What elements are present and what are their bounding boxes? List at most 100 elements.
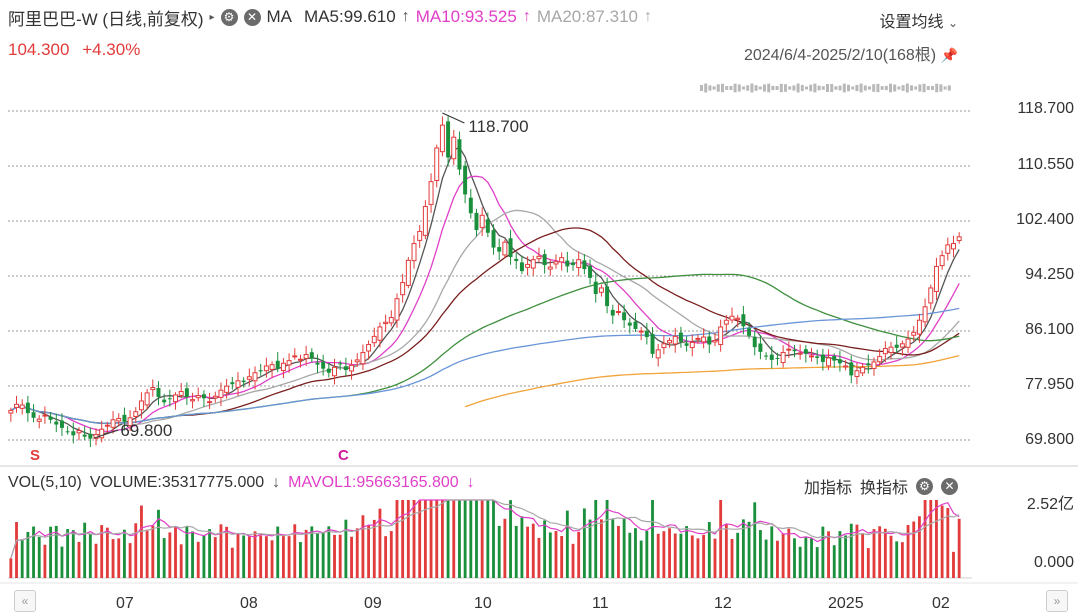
volume-bar: [423, 500, 427, 578]
volume-bar: [338, 534, 342, 578]
add-indicator-button[interactable]: 加指标: [803, 480, 852, 497]
volume-bar: [225, 526, 229, 578]
candle-body: [354, 359, 360, 363]
volume-bar: [49, 526, 53, 578]
candle-body: [417, 230, 423, 241]
candle-body: [718, 326, 724, 345]
candle-body: [911, 331, 917, 336]
overview-bar: [733, 83, 737, 93]
ma250-line: [464, 354, 960, 408]
overview-bar: [939, 84, 943, 92]
candle-body: [150, 387, 156, 391]
overview-bar: [855, 84, 859, 92]
volume-bar: [810, 538, 813, 578]
ma10-value: MA10:93.525: [415, 7, 517, 26]
overview-bar: [863, 85, 867, 91]
volume-bar: [497, 525, 501, 578]
volume-bar: [588, 519, 592, 578]
candle-body: [218, 389, 224, 398]
volume-bar: [304, 529, 308, 578]
ma-settings-button[interactable]: 设置均线 ⌄: [879, 8, 958, 32]
candle-body: [815, 356, 820, 358]
scroll-right-button[interactable]: »: [1046, 590, 1068, 612]
volume-bar: [350, 536, 353, 578]
overview-bar: [880, 86, 884, 90]
candle-body: [888, 346, 894, 354]
volume-bar: [310, 526, 314, 578]
candle-body: [678, 332, 683, 342]
overview-bar: [872, 84, 876, 92]
volume-bar: [185, 526, 189, 578]
candle-body: [48, 416, 53, 420]
pin-icon[interactable]: 📌: [940, 47, 958, 63]
candle-body: [877, 356, 883, 363]
candle-body: [275, 360, 280, 369]
gear-icon[interactable]: ⚙: [220, 8, 238, 26]
ma10-up-arrow-icon: ↑: [522, 8, 531, 25]
volume-close-icon[interactable]: ✕: [941, 477, 958, 495]
ma-label: MA: [266, 7, 293, 26]
overview-bar: [947, 85, 951, 91]
volume-bar: [509, 500, 512, 578]
scroll-left-button[interactable]: «: [14, 590, 36, 612]
candle-body: [939, 255, 945, 267]
volume-bar: [372, 519, 376, 578]
candle-body: [422, 206, 428, 236]
overview-bar: [817, 85, 821, 91]
volume-bar: [384, 536, 388, 578]
volume-gear-icon[interactable]: ⚙: [916, 477, 933, 495]
candle-body: [707, 336, 712, 345]
volume-bar: [435, 500, 439, 578]
volume-bar: [191, 531, 194, 578]
volume-bar: [639, 540, 643, 578]
overview-bar: [884, 85, 888, 91]
candle-body: [156, 387, 161, 397]
candle-body: [638, 330, 644, 333]
stock-title[interactable]: 阿里巴巴-W (日线,前复权): [8, 9, 204, 29]
last-price: 104.300: [8, 40, 70, 59]
volume-bar: [872, 529, 876, 578]
overview-bar: [775, 86, 779, 90]
volume-bar: [537, 537, 541, 578]
volume-bar: [94, 543, 98, 578]
volume-bar: [912, 521, 916, 578]
overview-bar: [796, 83, 800, 93]
expand-triangle-icon[interactable]: ▸: [209, 11, 215, 23]
candle-body: [303, 354, 309, 359]
overview-bar: [868, 86, 871, 90]
volume-bar: [276, 526, 280, 578]
volume-bar: [685, 526, 689, 578]
candle-body: [371, 335, 377, 344]
candle-body: [792, 349, 797, 352]
candle-body: [332, 366, 338, 377]
ma120-line: [10, 307, 960, 424]
volume-bar: [196, 541, 200, 578]
overview-bar: [901, 85, 905, 91]
volume-bar: [242, 535, 246, 578]
candle-body: [542, 254, 547, 266]
ma-settings-label: 设置均线: [879, 14, 944, 31]
overview-bar: [897, 86, 901, 90]
candle-body: [434, 147, 440, 181]
candle-body: [127, 417, 133, 427]
candle-body: [338, 363, 343, 365]
candle-body: [263, 365, 269, 372]
candle-body: [178, 391, 184, 396]
close-icon[interactable]: ✕: [243, 8, 261, 26]
volume-bar: [168, 532, 172, 578]
y-tick-86: 86.100: [1025, 321, 1074, 338]
overview-bar: [771, 85, 775, 91]
volume-header: VOL(5,10) VOLUME:35317775.000 ↓ MAVOL1:9…: [8, 474, 483, 492]
candle-body: [667, 339, 673, 344]
overview-bar: [784, 84, 787, 92]
candle-body: [292, 355, 298, 358]
volume-bar: [895, 541, 899, 578]
chevron-down-icon: ⌄: [947, 16, 958, 30]
candle-body: [797, 352, 803, 355]
candle-body: [519, 262, 524, 272]
volume-bar: [827, 531, 830, 578]
switch-indicator-button[interactable]: 换指标: [859, 480, 908, 497]
candle-body: [439, 124, 445, 153]
candle-body: [775, 357, 780, 359]
